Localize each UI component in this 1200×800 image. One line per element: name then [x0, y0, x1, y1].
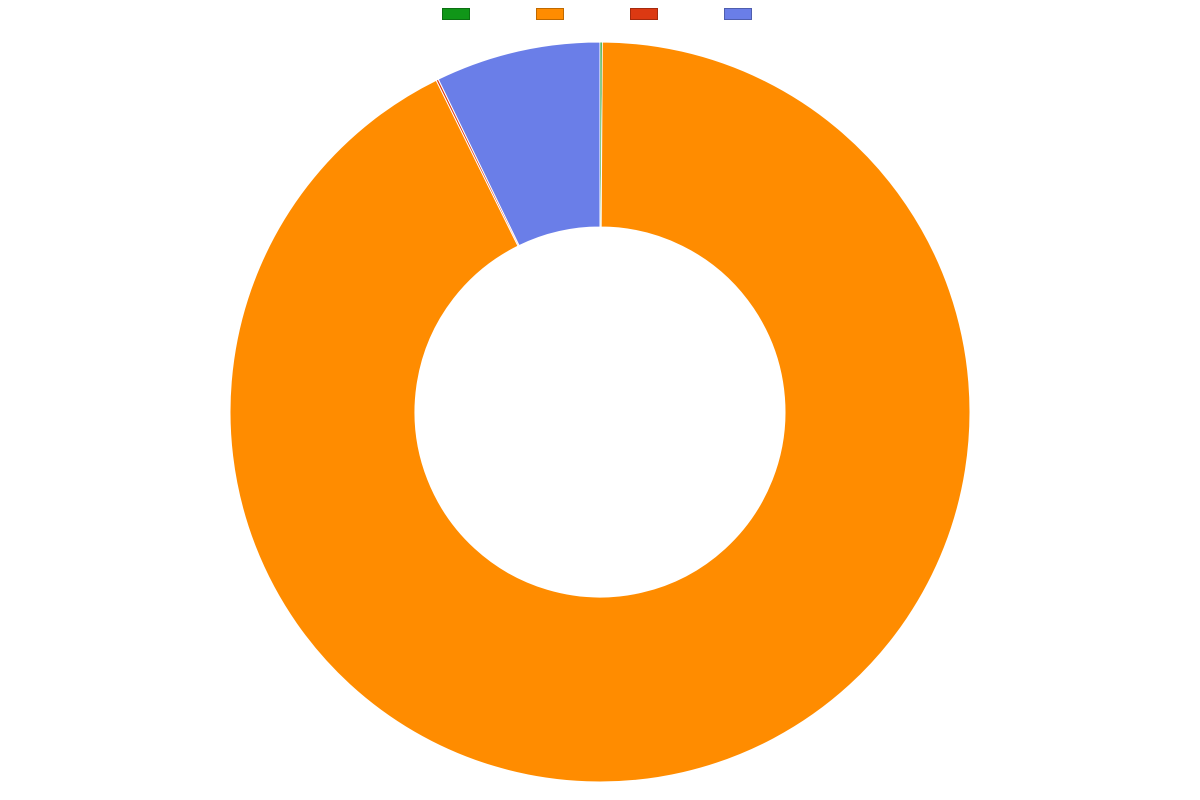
legend-item-1: [536, 8, 570, 20]
legend: [0, 8, 1200, 20]
donut-svg: [0, 24, 1200, 800]
chart-canvas: [0, 0, 1200, 800]
legend-item-2: [630, 8, 664, 20]
legend-swatch-3: [724, 8, 752, 20]
donut-chart: [0, 24, 1200, 800]
legend-item-3: [724, 8, 758, 20]
legend-swatch-2: [630, 8, 658, 20]
legend-item-0: [442, 8, 476, 20]
legend-swatch-1: [536, 8, 564, 20]
legend-swatch-0: [442, 8, 470, 20]
